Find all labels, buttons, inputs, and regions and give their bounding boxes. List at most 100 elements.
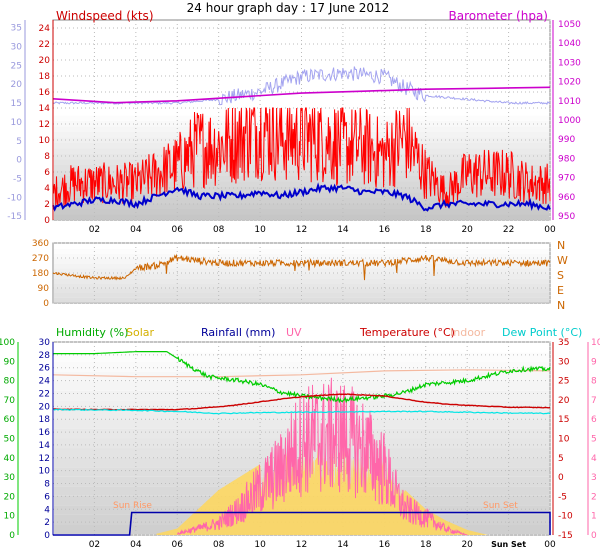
gradient-band: [54, 263, 549, 269]
temperature-tick-label: 0: [558, 473, 564, 483]
gradient-band: [54, 381, 549, 391]
direction-tick-label: 90: [38, 284, 50, 294]
dewpoint-label: Dew Point (°C): [502, 326, 582, 339]
windspeed-tick-label: 6: [44, 168, 50, 178]
rainfall-tick-label: 12: [39, 454, 50, 464]
rainfall-tick-label: 2: [44, 518, 50, 528]
windspeed-average-line: [52, 182, 551, 212]
solar-label: Solar: [126, 326, 155, 339]
rainfall-tick-label: 6: [44, 492, 50, 502]
indoor-label: Indoor: [450, 326, 486, 339]
barometer-tick-label: 1030: [558, 58, 581, 68]
temperature-label: Temperature (°C): [359, 326, 455, 339]
temperature-outer-tick-label: 10: [11, 118, 23, 128]
gradient-band: [54, 159, 549, 165]
x-tick-label: 20: [461, 540, 473, 550]
x-tick-label: 14: [337, 225, 349, 235]
temperature-outer-tick-label: 5: [16, 137, 22, 147]
windspeed-tick-label: 24: [39, 24, 51, 34]
uv-tick-label: 9: [591, 357, 597, 367]
gradient-band: [54, 143, 549, 149]
gradient-band: [54, 170, 549, 176]
temperature-tick-label: 35: [558, 338, 569, 348]
uv-tick-label: 4: [591, 454, 597, 464]
x-tick-label: 16: [379, 540, 391, 550]
uv-tick-label: 3: [591, 473, 597, 483]
x-tick-label: 04: [130, 540, 142, 550]
windspeed-tick-label: 2: [44, 200, 50, 210]
temperature-tick-label: -5: [558, 492, 567, 502]
barometer-tick-label: 980: [558, 154, 575, 164]
gradient-band: [54, 244, 549, 249]
uv-tick-label: 8: [591, 377, 597, 387]
barometer-tick-label: 1000: [558, 116, 581, 126]
x-tick-label: 22: [503, 225, 514, 235]
uv-tick-label: 10: [591, 338, 600, 348]
uv-label: UV: [286, 326, 302, 339]
uv-tick-label: 0: [591, 531, 597, 541]
x-tick-label: 02: [89, 225, 100, 235]
chart-title: 24 hour graph day : 17 June 2012: [187, 1, 390, 15]
rainfall-label: Rainfall (mm): [201, 326, 275, 339]
humidity-tick-label: 50: [4, 435, 16, 445]
x-tick-label: 08: [213, 540, 225, 550]
humidity-tick-label: 40: [4, 454, 16, 464]
gradient-band: [54, 132, 549, 138]
barometer-tick-label: 950: [558, 212, 575, 222]
x-tick-label: 12: [296, 225, 307, 235]
temperature-outer-tick-label: 20: [11, 80, 23, 90]
temperature-tick-label: 30: [558, 357, 570, 367]
windspeed-tick-label: 18: [39, 72, 51, 82]
humidity-tick-label: 80: [4, 377, 16, 387]
humidity-tick-label: 30: [4, 473, 16, 483]
humidity-tick-label: 90: [4, 357, 16, 367]
temperature-outer-tick-label: -5: [13, 174, 22, 184]
temperature-outer-tick-label: 15: [11, 99, 22, 109]
humidity-tick-label: 20: [4, 492, 16, 502]
rainfall-tick-label: 0: [44, 531, 50, 541]
rainfall-line: [53, 511, 551, 536]
x-tick-label: 10: [254, 225, 266, 235]
windspeed-tick-label: 0: [44, 216, 50, 226]
panel-direction-series: [52, 253, 551, 281]
windspeed-tick-label: 12: [39, 120, 50, 130]
temperature-tick-label: 20: [558, 396, 570, 406]
x-tick-label: 10: [254, 540, 266, 550]
gradient-band: [54, 343, 549, 353]
rainfall-tick-label: 26: [39, 364, 51, 374]
temperature-tick-label: 15: [558, 415, 569, 425]
barometer-label: Barometer (hpa): [449, 9, 548, 23]
temperature-tick-label: -15: [558, 531, 573, 541]
temperature-outer-tick-label: -15: [7, 212, 22, 222]
humidity-tick-label: 0: [9, 531, 15, 541]
rainfall-tick-label: 30: [39, 338, 51, 348]
compass-label: N: [557, 299, 565, 312]
compass-label: E: [557, 284, 564, 297]
panel-temp-axes: 1009080706050403020100302826242220181614…: [0, 338, 600, 550]
compass-label: N: [557, 239, 565, 252]
panel-direction-grid: [53, 242, 551, 304]
x-tick-label: 06: [172, 540, 184, 550]
humidity-tick-label: 70: [4, 396, 16, 406]
gradient-band: [54, 297, 549, 303]
barometer-tick-label: 1020: [558, 78, 581, 88]
gradient-band: [54, 371, 549, 382]
rainfall-tick-label: 22: [39, 389, 50, 399]
gradient-band: [54, 428, 549, 439]
outdoor-temperature-line: [52, 66, 551, 106]
humidity-label: Humidity (%): [56, 326, 128, 339]
panel-wind-barometer: Windspeed (kts) Barometer (hpa) 24222018…: [7, 9, 581, 235]
temperature-outer-tick-label: -10: [7, 193, 22, 203]
gradient-band: [54, 203, 549, 209]
barometer-tick-label: 1040: [558, 39, 581, 49]
windspeed-label: Windspeed (kts): [56, 9, 154, 23]
panel-temperature: 1009080706050403020100302826242220181614…: [0, 326, 600, 550]
temperature-tick-label: 5: [558, 454, 564, 464]
uv-tick-label: 7: [591, 396, 597, 406]
rainfall-tick-label: 20: [39, 402, 51, 412]
panel-wind-series: [52, 66, 551, 212]
panel-temp-series: [52, 351, 551, 536]
